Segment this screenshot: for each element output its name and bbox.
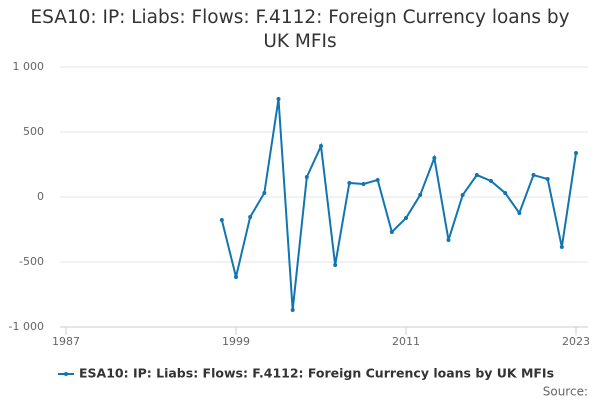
legend-label: ESA10: IP: Liabs: Flows: F.4112: Foreign… [79, 366, 554, 381]
point [234, 274, 238, 279]
point [446, 238, 451, 243]
y-tick-label: 1 000 [13, 60, 45, 73]
point [404, 216, 408, 221]
series-line [220, 98, 577, 311]
point [248, 215, 253, 220]
legend-symbol-dot [64, 372, 68, 376]
point [460, 193, 465, 198]
x-tick-label: 2023 [562, 335, 590, 348]
chart-title: ESA10: IP: Liabs: Flows: F.4112: Foreign… [30, 7, 570, 52]
point [347, 180, 352, 185]
x-tick-label: 2011 [392, 335, 420, 348]
point [262, 190, 267, 195]
point [559, 245, 564, 250]
point [474, 173, 479, 178]
point [361, 182, 366, 186]
point [375, 177, 380, 182]
point [418, 193, 423, 198]
point [489, 179, 493, 184]
point [531, 173, 536, 178]
point [389, 229, 394, 234]
y-tick-label: -1 000 [9, 320, 44, 333]
x-tick-label: 1999 [222, 335, 250, 348]
point [545, 177, 550, 182]
y-tick-label: 500 [23, 125, 44, 138]
point [276, 96, 281, 101]
point [304, 174, 309, 179]
point [290, 307, 295, 312]
point [333, 262, 338, 267]
point [219, 218, 224, 223]
point [432, 156, 437, 160]
y-tick-label: -500 [19, 255, 44, 268]
point [574, 151, 578, 156]
point [503, 190, 508, 195]
point [319, 144, 323, 149]
x-tick-label: 1987 [52, 335, 80, 348]
point [517, 210, 522, 215]
source: Source: [543, 385, 588, 399]
y-tick-label: 0 [37, 190, 44, 203]
